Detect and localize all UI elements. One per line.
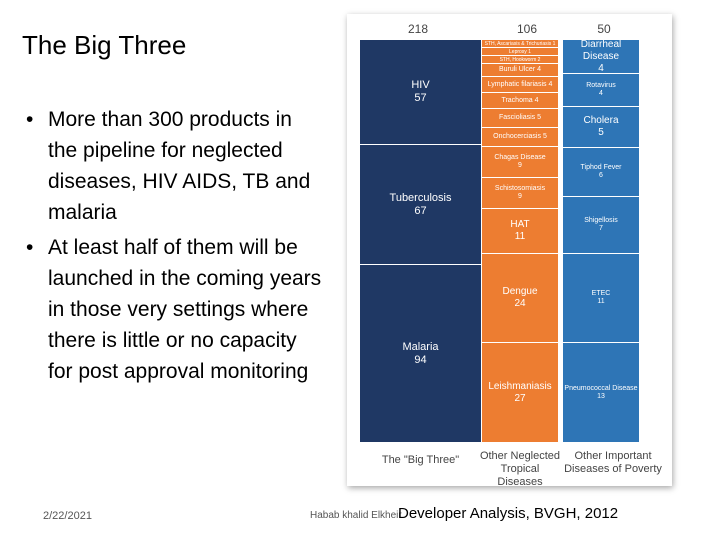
chart-block: Tiphod Fever 6 xyxy=(563,148,639,197)
block-value: 11 xyxy=(597,298,605,305)
block-value: 5 xyxy=(537,114,542,121)
footer-author: Habab khalid Elkheir xyxy=(310,510,402,521)
chart-block: Trachoma 4 xyxy=(482,93,558,109)
chart-block: HIV 57 xyxy=(360,40,481,145)
block-value: 1 xyxy=(552,40,556,47)
block-name: ETEC xyxy=(591,290,611,297)
column-total: 106 xyxy=(516,22,538,36)
chart-block: Rotavirus 4 xyxy=(563,74,639,107)
chart-block: Malaria 94 xyxy=(360,265,481,442)
chart-block: Leishmaniasis 27 xyxy=(482,343,558,442)
chart-block: Dengue 24 xyxy=(482,254,558,343)
block-value: 4 xyxy=(599,90,603,97)
column-label: Other Neglected Tropical Diseases xyxy=(479,450,561,488)
chart-block: ETEC 11 xyxy=(563,254,639,343)
block-value: 4 xyxy=(598,62,604,74)
block-value: 13 xyxy=(597,392,605,400)
block-value: 9 xyxy=(518,162,522,169)
chart-block: Onchocerciasis 5 xyxy=(482,128,558,147)
footer-date: 2/22/2021 xyxy=(43,510,92,522)
block-name: Lymphatic filariasis xyxy=(487,80,547,88)
column-neglected: STH, Ascariasis & Trichuriasis 1 Leprosy… xyxy=(482,40,558,442)
block-value: 57 xyxy=(414,92,427,104)
block-value: 27 xyxy=(514,392,526,404)
bullet-dot: • xyxy=(26,236,34,259)
block-value: 1 xyxy=(528,48,531,55)
bullet-text: More than 300 products in the pipeline f… xyxy=(48,108,311,224)
chart-block: Buruli Ulcer 4 xyxy=(482,64,558,77)
chart-block: STH, Ascariasis & Trichuriasis 1 xyxy=(482,40,558,48)
column-big-three: HIV 57 Tuberculosis 67 Malaria 94 xyxy=(360,40,481,442)
chart-block: Tuberculosis 67 xyxy=(360,145,481,265)
bullet-list: • More than 300 products in the pipeline … xyxy=(26,104,326,391)
chart-block: Schistosomiasis 9 xyxy=(482,178,558,209)
chart-block: Chagas Disease 9 xyxy=(482,147,558,178)
block-value: 11 xyxy=(514,231,526,242)
column-total: 218 xyxy=(407,22,429,36)
block-value: 4 xyxy=(537,66,542,73)
block-name: Tiphod Fever xyxy=(580,164,622,171)
block-name: Tuberculosis xyxy=(389,191,452,204)
chart-block: Pneumococcal Disease 13 xyxy=(563,343,639,442)
block-value: 2 xyxy=(537,56,541,63)
chart-block: Lymphatic filariasis 4 xyxy=(482,77,558,93)
block-name: Pneumococcal Disease xyxy=(564,384,638,392)
chart-block: Shigellosis 7 xyxy=(563,197,639,254)
block-name: HIV xyxy=(411,79,430,91)
block-value: 4 xyxy=(534,96,539,104)
block-value: 7 xyxy=(599,225,603,232)
block-name: Chagas Disease xyxy=(494,154,546,161)
chart-block: HAT 11 xyxy=(482,209,558,254)
block-name: Leprosy xyxy=(509,48,527,55)
block-name: Dengue xyxy=(502,286,538,297)
bullet-text: At least half of them will be launched i… xyxy=(48,236,322,383)
column-poverty: Diarrheal Disease 4 Rotavirus 4 Cholera … xyxy=(563,38,639,442)
bullet-item: • More than 300 products in the pipeline … xyxy=(26,104,326,228)
chart-block: Fascioliasis 5 xyxy=(482,109,558,128)
footer-source: Developer Analysis, BVGH, 2012 xyxy=(398,505,619,522)
chart-block: Cholera 5 xyxy=(563,107,639,148)
block-value: 24 xyxy=(514,298,526,309)
bullet-item: • At least half of them will be launched … xyxy=(26,232,326,387)
column-label: Other Important Diseases of Poverty xyxy=(564,450,662,475)
block-name: HAT xyxy=(510,219,530,230)
block-value: 94 xyxy=(414,353,427,366)
block-value: 6 xyxy=(599,172,603,179)
block-value: 4 xyxy=(548,80,553,88)
block-value: 9 xyxy=(518,193,522,200)
block-name: Onchocerciasis xyxy=(493,133,541,140)
block-name: Schistosomiasis xyxy=(494,185,546,192)
block-name: Buruli Ulcer xyxy=(498,66,536,73)
column-label: The "Big Three" xyxy=(381,454,460,466)
block-name: Diarrheal Disease xyxy=(580,38,622,62)
block-name: Trachoma xyxy=(501,96,533,104)
chart-block: Diarrheal Disease 4 xyxy=(563,38,639,74)
block-value: 5 xyxy=(598,127,604,138)
chart-block: Leprosy 1 xyxy=(482,48,558,56)
block-name: Cholera xyxy=(583,115,619,126)
block-name: STH, Hookworm xyxy=(499,56,537,63)
chart-block: STH, Hookworm 2 xyxy=(482,56,558,64)
bullet-dot: • xyxy=(26,108,34,131)
column-total: 50 xyxy=(597,22,611,36)
block-value: 5 xyxy=(542,133,547,140)
block-value: 67 xyxy=(414,204,427,217)
block-name: Rotavirus xyxy=(586,82,616,89)
block-name: STH, Ascariasis & Trichuriasis xyxy=(484,40,552,47)
block-name: Fascioliasis xyxy=(498,114,536,121)
slide-title: The Big Three xyxy=(22,30,187,60)
block-name: Malaria xyxy=(402,340,439,353)
pipeline-figure: 218 106 50 HIV 57 Tuberculosis 67 Malari… xyxy=(347,14,672,488)
block-name: Shigellosis xyxy=(584,217,618,224)
block-name: Leishmaniasis xyxy=(488,380,552,392)
